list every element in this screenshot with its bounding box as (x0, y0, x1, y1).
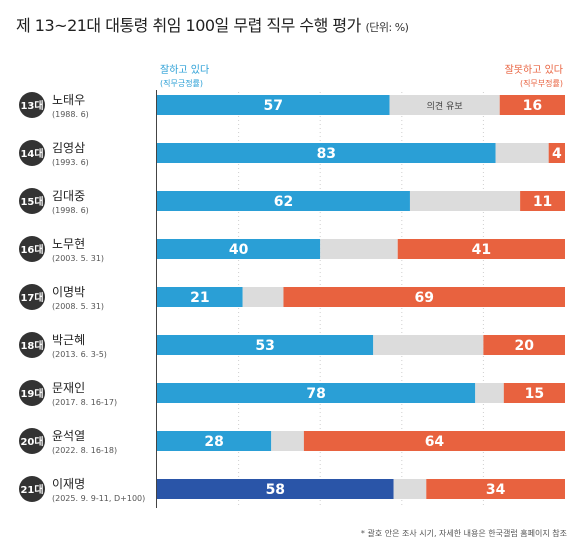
term-badge-label: 16대 (20, 243, 43, 256)
legend-negative-label: 잘못하고 있다 (504, 65, 563, 76)
term-badge-label: 18대 (20, 339, 43, 352)
term-badge-label: 14대 (20, 147, 43, 160)
value-label-positive: 53 (255, 338, 274, 354)
bar-negative (503, 383, 565, 403)
bar-neutral (242, 287, 284, 307)
survey-period: (2003. 5. 31) (52, 254, 104, 263)
bar-positive (157, 335, 374, 355)
term-badge (19, 428, 45, 454)
bar-negative (303, 431, 565, 451)
president-name: 문재인 (52, 381, 85, 395)
bar-neutral (389, 95, 500, 115)
value-label-positive: 78 (306, 386, 325, 402)
term-badge (19, 92, 45, 118)
president-name: 노태우 (52, 93, 85, 107)
survey-period: (1998. 6) (52, 206, 89, 215)
term-badge-label: 20대 (20, 435, 43, 448)
bar-neutral (475, 383, 504, 403)
term-badge-label: 13대 (20, 99, 43, 112)
bar-positive (157, 287, 243, 307)
bar-positive (157, 479, 394, 499)
bar-neutral (409, 191, 521, 211)
bar-positive (157, 239, 321, 259)
bar-neutral (373, 335, 484, 355)
bar-neutral (320, 239, 398, 259)
legend-positive: 잘하고 있다 (직무긍정률) (160, 64, 209, 90)
bar-positive (157, 95, 390, 115)
bar-negative (397, 239, 565, 259)
survey-period: (2022. 8. 16-18) (52, 446, 117, 455)
value-label-negative: 20 (514, 338, 534, 354)
value-label-positive: 28 (204, 434, 223, 450)
legend-positive-label: 잘하고 있다 (160, 65, 210, 76)
value-label-positive: 40 (229, 242, 249, 258)
chart-title: 제 13~21대 대통령 취임 100일 무렵 직무 수행 평가 (단위: %) (16, 12, 409, 36)
bar-neutral (271, 431, 304, 451)
value-label-negative: 69 (414, 290, 433, 306)
president-name: 이재명 (52, 477, 85, 491)
term-badge (19, 332, 45, 358)
legend-negative-sub: (직무부정률) (519, 79, 563, 88)
bar-positive (157, 143, 496, 163)
survey-period: (2017. 8. 16-17) (52, 398, 117, 407)
chart-title-unit: (단위: %) (365, 21, 409, 34)
value-label-positive: 83 (317, 146, 336, 162)
survey-period: (1988. 6) (52, 110, 89, 119)
value-label-positive: 21 (190, 290, 209, 306)
value-label-positive: 58 (266, 482, 285, 498)
term-badge (19, 476, 45, 502)
term-badge (19, 284, 45, 310)
term-badge-label: 17대 (20, 291, 43, 304)
bar-negative (426, 479, 565, 499)
value-label-negative: 11 (533, 194, 552, 210)
term-badge (19, 140, 45, 166)
survey-period: (1993. 6) (52, 158, 89, 167)
value-label-negative: 15 (525, 386, 544, 402)
president-name: 이명박 (52, 285, 85, 299)
bar-negative (483, 335, 565, 355)
term-badge-label: 21대 (20, 483, 43, 496)
bar-positive (157, 383, 476, 403)
president-name: 김대중 (52, 189, 85, 203)
term-badge (19, 380, 45, 406)
value-label-positive: 57 (264, 98, 283, 114)
survey-period: (2025. 9. 9-11, D+100) (52, 494, 145, 503)
bar-positive (157, 431, 272, 451)
neutral-label: 의견 유보 (427, 100, 463, 112)
value-label-positive: 62 (274, 194, 293, 210)
bar-negative (499, 95, 565, 115)
survey-period: (2013. 6. 3-5) (52, 350, 107, 359)
chart-title-text: 제 13~21대 대통령 취임 100일 무렵 직무 수행 평가 (16, 16, 361, 35)
term-badge (19, 236, 45, 262)
value-label-negative: 34 (486, 482, 506, 498)
legend-negative: 잘못하고 있다 (직무부정률) (505, 64, 563, 90)
bar-negative (548, 143, 565, 163)
term-badge-label: 19대 (20, 387, 43, 400)
president-name: 윤석열 (52, 429, 85, 443)
value-label-negative: 16 (523, 98, 542, 114)
bar-positive (157, 191, 410, 211)
term-badge-label: 15대 (20, 195, 43, 208)
bar-negative (520, 191, 565, 211)
president-name: 노무현 (52, 237, 85, 251)
value-label-negative: 41 (472, 242, 491, 258)
footnote: * 괄호 안은 조사 시기, 자세한 내용은 한국갤럽 홈페이지 참조 (360, 529, 567, 538)
value-label-negative: 4 (552, 146, 562, 162)
value-label-negative: 64 (425, 434, 445, 450)
bar-negative (283, 287, 565, 307)
survey-period: (2008. 5. 31) (52, 302, 104, 311)
term-badge (19, 188, 45, 214)
bar-neutral (495, 143, 549, 163)
president-name: 김영삼 (52, 141, 85, 155)
president-name: 박근혜 (52, 333, 85, 347)
legend-positive-sub: (직무긍정률) (160, 79, 204, 88)
bar-neutral (393, 479, 427, 499)
